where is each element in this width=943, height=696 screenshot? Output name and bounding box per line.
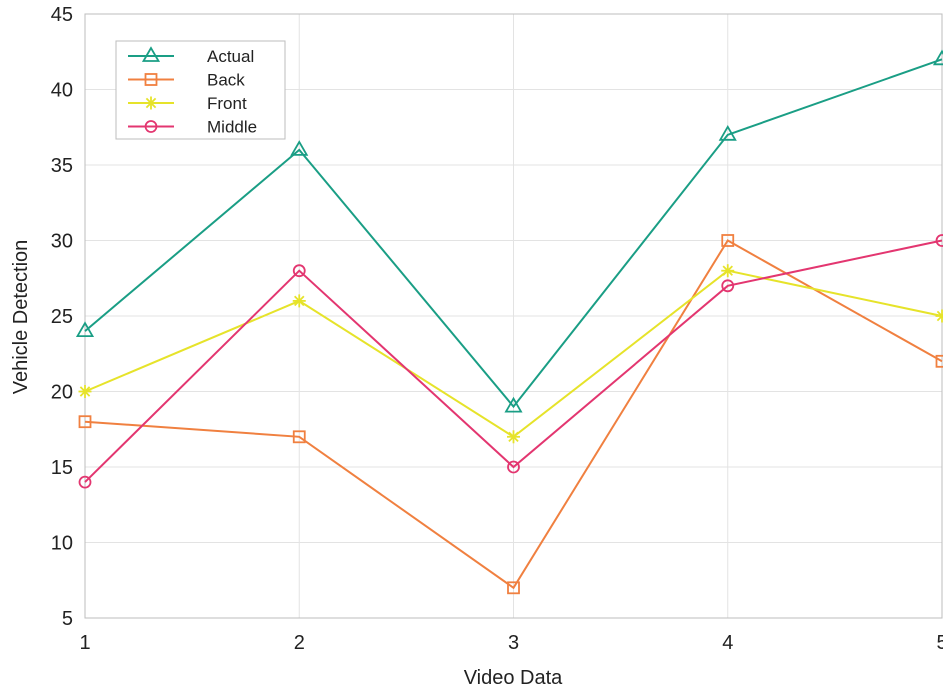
legend-label-actual: Actual (207, 47, 254, 66)
legend-label-back: Back (207, 71, 245, 90)
y-tick-label: 15 (51, 457, 73, 479)
data-point-front (721, 264, 734, 277)
series-middle (80, 235, 943, 488)
data-point-front (507, 430, 520, 443)
x-tick-label: 4 (722, 632, 733, 654)
series-front (79, 264, 943, 443)
y-tick-label: 35 (51, 155, 73, 177)
x-tick-label: 1 (79, 632, 90, 654)
y-tick-label: 25 (51, 306, 73, 328)
legend: Actual Back Front Middle (116, 41, 285, 139)
legend-marker-front (145, 97, 158, 110)
y-tick-label: 10 (51, 533, 73, 555)
legend-label-middle: Middle (207, 118, 257, 137)
y-tick-label: 5 (62, 608, 73, 630)
data-point-front (936, 310, 943, 323)
y-axis-title: Vehicle Detection (10, 240, 32, 395)
x-axis-title: Video Data (464, 667, 563, 689)
x-tick-label: 2 (294, 632, 305, 654)
data-point-front (293, 294, 306, 307)
data-point-front (79, 385, 92, 398)
x-tick-label: 5 (936, 632, 943, 654)
y-tick-label: 40 (51, 80, 73, 102)
y-tick-label: 30 (51, 231, 73, 253)
x-tick-label: 3 (508, 632, 519, 654)
y-tick-label: 45 (51, 4, 73, 26)
legend-label-front: Front (207, 94, 247, 113)
y-tick-label: 20 (51, 382, 73, 404)
